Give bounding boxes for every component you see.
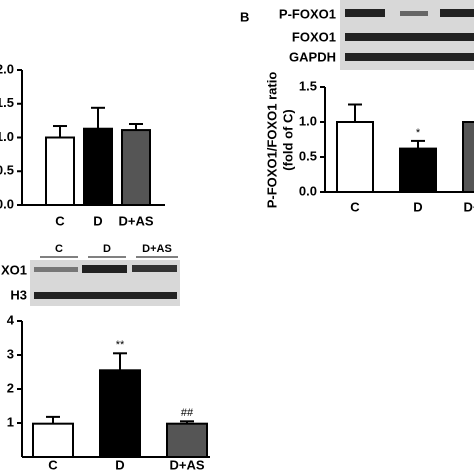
panel-label: B — [240, 9, 249, 24]
blot-label: H3 — [10, 287, 27, 302]
y-tick-label: 1.5 — [0, 95, 14, 110]
y-tick-label: 2.0 — [0, 61, 14, 76]
blot-label: P-FOXO1 — [279, 6, 336, 21]
x-tick-label: D — [413, 199, 422, 214]
y-tick-label: 0.5 — [299, 148, 317, 163]
y-tick-label: 4 — [7, 312, 15, 327]
y-tick-label: 1.0 — [299, 113, 317, 128]
x-tick-label: D — [115, 457, 124, 472]
x-tick-label: C — [48, 457, 58, 472]
blot-label: GAPDH — [289, 49, 336, 64]
significance-marker: ** — [116, 339, 125, 351]
bar — [399, 147, 437, 194]
bar — [336, 121, 374, 193]
y-tick-label: 0.0 — [0, 196, 14, 211]
bar — [166, 422, 208, 458]
bar — [462, 121, 474, 193]
x-tick-label: D+AS — [118, 213, 153, 228]
y-tick-label: 0.0 — [299, 183, 317, 198]
blot-label: FOXO1 — [292, 29, 336, 44]
y-tick-label: 0.5 — [0, 163, 14, 178]
x-tick-label: D+AS — [463, 199, 474, 214]
y-tick-label: 3 — [7, 346, 14, 361]
bar — [99, 369, 141, 458]
bar — [121, 129, 151, 206]
y-axis-label: P-FOXO1/FOXO1 ratio — [264, 72, 279, 209]
x-tick-label: C — [55, 213, 65, 228]
blot-group-label: C — [55, 243, 63, 255]
blot-b — [340, 0, 474, 70]
significance-marker: * — [416, 127, 421, 139]
y-tick-label: 1.0 — [0, 129, 14, 144]
bar — [83, 127, 113, 207]
blot-c — [30, 256, 180, 306]
x-tick-label: D — [93, 213, 102, 228]
y-tick-label: 2 — [7, 380, 14, 395]
bar — [32, 422, 74, 458]
x-tick-label: C — [350, 199, 360, 214]
significance-marker: ## — [181, 407, 194, 419]
blot-label: XO1 — [1, 262, 27, 277]
y-tick-label: 1 — [7, 414, 14, 429]
blot-group-label: D+AS — [142, 243, 172, 255]
bar — [45, 136, 75, 206]
y-tick-label: 1.5 — [299, 78, 317, 93]
blot-group-label: D — [103, 243, 111, 255]
y-axis-label: (fold of C) — [280, 109, 295, 170]
x-tick-label: D+AS — [169, 457, 204, 472]
